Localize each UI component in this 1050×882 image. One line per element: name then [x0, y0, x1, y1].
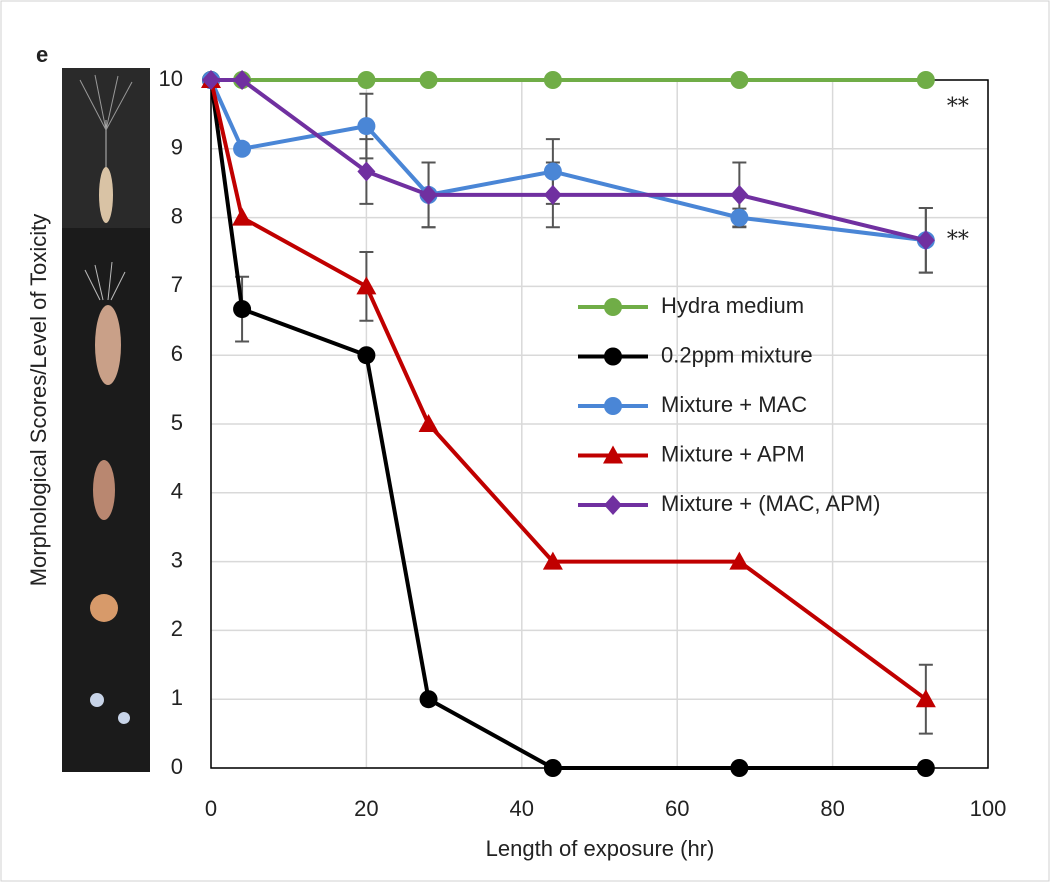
x-tick-label: 80	[820, 796, 844, 821]
marker	[233, 300, 252, 319]
y-tick-label: 6	[171, 341, 183, 366]
y-tick-label: 3	[171, 547, 183, 572]
marker	[604, 495, 622, 515]
x-tick-label: 0	[205, 796, 217, 821]
marker	[357, 346, 376, 365]
hydra-images	[62, 68, 150, 772]
y-tick-label: 8	[171, 203, 183, 228]
marker	[730, 759, 749, 777]
marker	[418, 414, 439, 432]
marker	[730, 208, 749, 227]
marker	[730, 184, 749, 205]
y-tick-label: 10	[159, 66, 183, 91]
legend-label: Mixture + MAC	[661, 392, 807, 417]
marker	[543, 759, 562, 777]
marker	[729, 551, 750, 570]
x-tick-label: 100	[970, 796, 1007, 821]
legend-label: Hydra medium	[661, 293, 804, 318]
marker	[916, 759, 935, 777]
marker	[730, 71, 749, 89]
marker	[419, 184, 438, 205]
y-tick-label: 5	[171, 410, 183, 435]
marker	[356, 276, 377, 295]
marker	[542, 551, 563, 570]
marker	[202, 70, 220, 90]
annotation: **	[947, 227, 969, 252]
marker	[604, 397, 622, 415]
x-tick-label: 20	[354, 796, 378, 821]
legend-label: Mixture + (MAC, APM)	[661, 491, 880, 516]
marker	[357, 117, 376, 136]
legend-label: Mixture + APM	[661, 441, 805, 466]
marker	[357, 161, 376, 182]
legend-label: 0.2ppm mixture	[661, 342, 813, 367]
y-tick-label: 1	[171, 685, 183, 710]
y-tick-label: 0	[171, 754, 183, 779]
marker	[419, 71, 438, 89]
marker	[543, 184, 562, 205]
x-axis-label: Length of exposure (hr)	[486, 836, 715, 861]
y-tick-label: 2	[171, 616, 183, 641]
marker	[543, 71, 562, 89]
x-tick-label: 40	[510, 796, 534, 821]
marker	[543, 162, 562, 181]
marker	[357, 71, 376, 89]
marker	[233, 70, 252, 90]
marker	[604, 298, 622, 316]
y-tick-label: 7	[171, 272, 183, 297]
marker	[233, 139, 252, 158]
y-axis-label: Morphological Scores/Level of Toxicity	[26, 214, 51, 587]
annotation: **	[947, 95, 969, 120]
marker	[232, 207, 253, 226]
legend: Hydra medium 0.2ppm mixture Mixture + MAC M…	[578, 293, 880, 516]
marker	[604, 347, 622, 366]
marker	[915, 689, 936, 708]
x-tick-label: 60	[665, 796, 689, 821]
y-tick-label: 4	[171, 479, 183, 504]
y-tick-label: 9	[171, 135, 183, 160]
marker	[419, 690, 438, 709]
panel-label: e	[36, 42, 48, 67]
marker	[916, 71, 935, 89]
marker	[916, 230, 935, 251]
marker	[603, 445, 623, 464]
